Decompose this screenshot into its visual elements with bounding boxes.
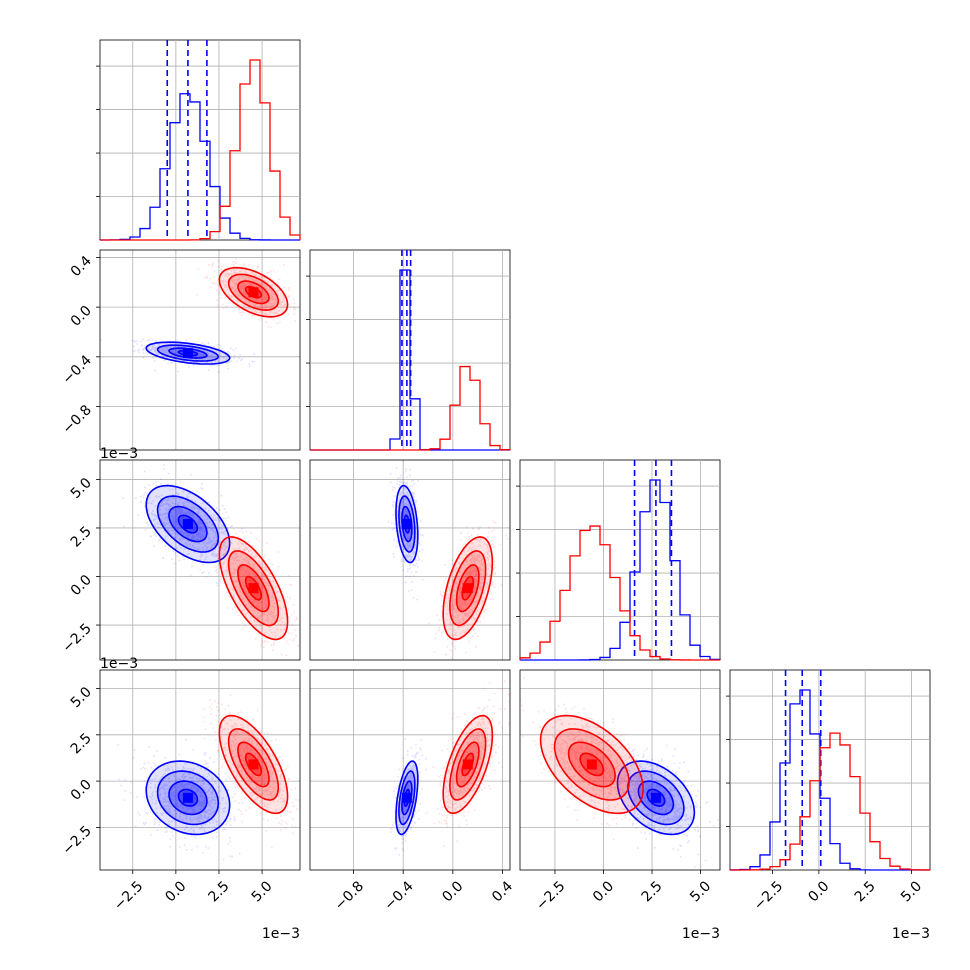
scatter-panel-2-0: [99, 459, 301, 661]
density-peak-blue: [182, 519, 193, 530]
y-tick-label: −0.4: [59, 352, 94, 387]
axes-frame: [99, 669, 301, 871]
y-tick-label: 2.5: [68, 730, 95, 757]
hist-panel-3: [726, 669, 931, 871]
x-tick-label: 2.5: [206, 878, 233, 905]
x-offset-label: 1e−3: [262, 926, 300, 942]
x-tick-label: 5.0: [249, 878, 276, 905]
axes-frame: [309, 459, 511, 661]
x-tick-label: 0.0: [162, 878, 189, 905]
histogram-red: [519, 525, 720, 661]
y-tick-label: −2.5: [59, 621, 94, 656]
density-peak-red: [462, 759, 473, 770]
axes-frame: [729, 669, 931, 871]
density-peak-blue: [650, 792, 661, 803]
density-peak-blue: [182, 348, 193, 359]
y-offset-label: 1e−3: [100, 446, 138, 462]
x-offset-label: 1e−3: [892, 926, 930, 942]
x-tick-label: 2.5: [852, 878, 879, 905]
x-tick-label: −2.5: [111, 878, 146, 913]
x-tick-label: −0.8: [332, 878, 367, 913]
density-peak-red: [586, 759, 597, 770]
x-offset-label: 1e−3: [682, 926, 720, 942]
histogram-blue: [729, 689, 930, 871]
y-tick-label: 0.4: [68, 253, 95, 280]
scatter-panel-3-1: [309, 669, 511, 871]
histogram-red: [310, 365, 511, 451]
x-tick-label: 0.0: [805, 878, 832, 905]
scatter-panel-3-2: [519, 669, 721, 871]
axes-bg: [100, 460, 300, 660]
axes-frame: [99, 459, 301, 661]
x-tick-label: 2.5: [639, 878, 666, 905]
scatter-panel-3-0: [99, 669, 301, 871]
x-tick-label: 0.0: [590, 878, 617, 905]
x-tick-label: −2.5: [533, 878, 568, 913]
histogram-blue: [520, 479, 721, 661]
y-tick-label: 0.0: [68, 303, 95, 330]
axes-frame: [519, 459, 721, 661]
y-offset-label: 1e−3: [100, 656, 138, 672]
axes-bg: [520, 670, 720, 870]
axes-bg: [310, 670, 510, 870]
y-tick-label: −2.5: [59, 823, 94, 858]
axes-frame: [519, 669, 721, 871]
x-tick-label: 5.0: [898, 878, 925, 905]
axes-frame: [99, 249, 301, 451]
y-tick-label: −0.8: [59, 402, 94, 437]
x-tick-label: 0.4: [489, 878, 516, 905]
y-tick-label: 5.0: [68, 475, 95, 502]
density-peak-blue: [182, 792, 193, 803]
y-tick-label: 0.0: [68, 572, 95, 599]
density-peak-red: [248, 287, 259, 298]
hist-panel-2: [516, 459, 721, 661]
histogram-red: [729, 732, 931, 871]
density-peak-red: [462, 583, 473, 594]
x-tick-label: 0.0: [439, 878, 466, 905]
density-peak-red: [248, 583, 259, 594]
density-peak-red: [248, 759, 259, 770]
axes-frame: [309, 669, 511, 871]
scatter-panel-2-1: [309, 459, 511, 661]
hist-panel-1: [306, 249, 511, 451]
y-tick-label: 0.0: [68, 777, 95, 804]
y-tick-label: 2.5: [68, 523, 95, 550]
y-tick-label: 5.0: [68, 684, 95, 711]
density-peak-blue: [401, 792, 412, 803]
scatter-panel-1-0: [99, 249, 301, 451]
x-tick-label: −0.4: [381, 878, 416, 913]
histogram-blue: [99, 93, 300, 241]
x-tick-label: 5.0: [687, 878, 714, 905]
x-tick-label: −2.5: [751, 878, 786, 913]
histogram-red: [100, 59, 301, 241]
hist-panel-0: [96, 39, 301, 241]
density-peak-blue: [401, 519, 412, 530]
